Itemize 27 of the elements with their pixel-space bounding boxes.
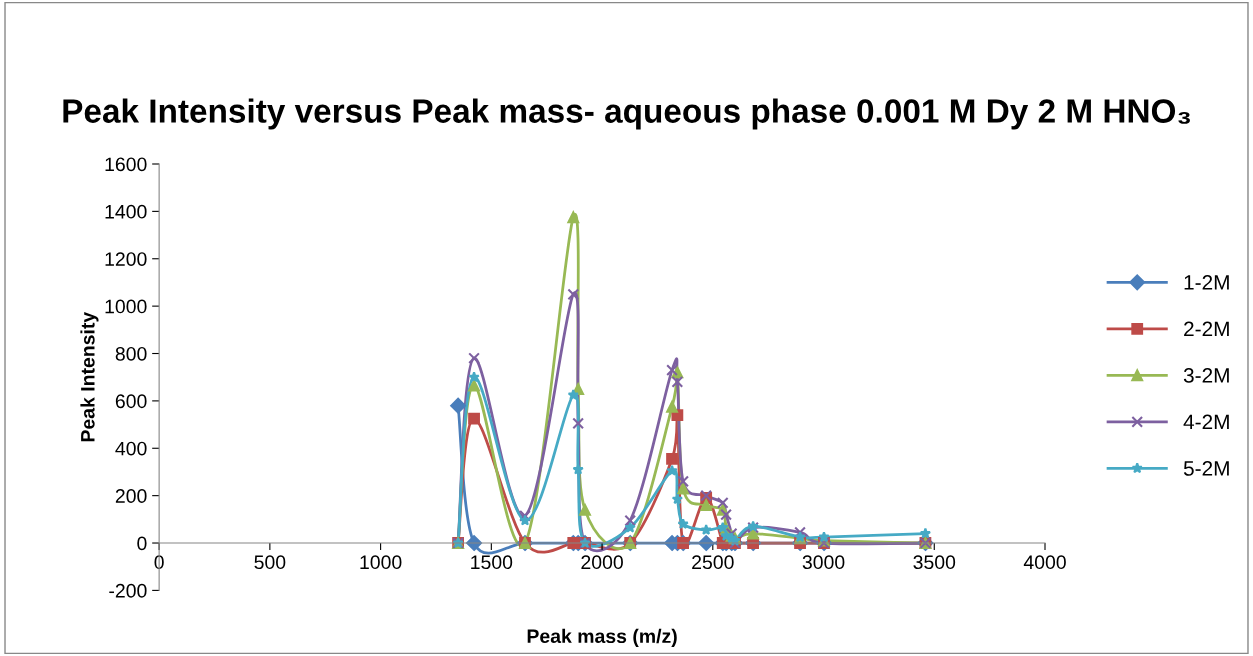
legend-label: 1-2M [1184,275,1229,290]
y-tick-label: 200 [115,489,147,503]
x-tick-label: 500 [254,555,286,570]
y-tick-label: -200 [109,583,147,598]
y-tick-label: 400 [115,441,147,456]
x-tick-label: 0 [154,555,164,570]
x-axis-title: Peak mass (m/z) [527,628,677,647]
legend-label: 5-2M [1183,461,1229,476]
legend-label: 2-2M [1184,321,1229,337]
y-tick-label: 1000 [105,299,147,314]
y-tick-label: 1400 [105,204,147,219]
x-tick-label: 4000 [1023,555,1066,570]
y-tick-label: 800 [115,346,147,361]
chart-title: Peak Intensity versus Peak mass- aqueous phase 0.001 M Dy 2 M HNO₃ [63,98,1190,130]
y-axis-title: Peak Intensity [80,311,99,442]
y-tick-label: 0 [137,536,147,551]
y-tick-label: 1600 [105,157,147,172]
legend-label: 3-2M [1183,368,1229,383]
x-tick-label: 1000 [360,555,402,570]
x-tick-label: 2500 [692,555,734,570]
x-tick-label: 2000 [581,555,623,570]
legend-label: 4-2M [1183,414,1229,430]
x-tick-label: 3000 [802,555,845,570]
x-tick-label: 1500 [471,555,513,570]
x-tick-label: 3500 [913,555,956,570]
y-tick-label: 1200 [105,252,147,266]
y-tick-label: 600 [115,394,147,409]
